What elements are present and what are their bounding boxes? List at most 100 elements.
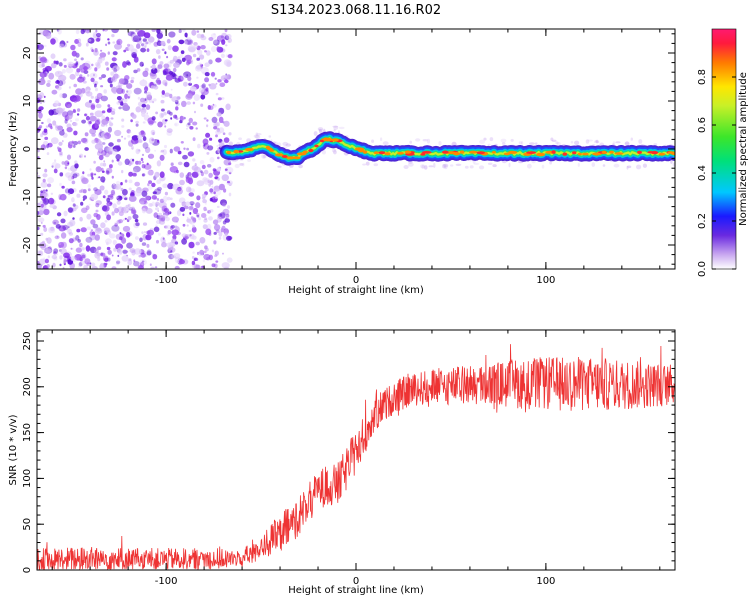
noise-speckle [215,92,219,96]
noise-speckle [129,248,136,254]
noise-speckle [204,245,208,250]
noise-speckle [94,119,100,126]
noise-speckle [190,188,195,193]
noise-speckle [122,249,128,254]
noise-speckle [199,237,206,244]
noise-speckle [199,249,205,255]
noise-speckle [218,183,225,191]
noise-speckle [192,53,197,58]
noise-speckle [113,247,117,252]
noise-speckle [53,248,59,254]
faint-speckle [263,154,267,159]
noise-speckle [207,145,214,151]
noise-speckle [213,224,221,231]
noise-speckle [174,123,178,126]
faint-speckle [469,165,474,169]
noise-speckle [98,176,101,179]
noise-speckle [193,94,200,101]
noise-speckle [156,40,163,46]
noise-speckle [151,64,156,70]
noise-speckle [117,247,123,254]
noise-speckle [89,168,92,171]
noise-speckle [63,210,68,217]
noise-speckle [179,179,185,186]
spectrogram-y-tick-label: 0 [22,146,33,152]
noise-speckle [162,183,168,189]
noise-speckle [90,77,95,83]
noise-speckle [80,227,87,233]
noise-speckle [133,248,142,255]
noise-speckle [131,206,135,210]
noise-speckle [184,54,193,62]
noise-speckle [155,201,160,206]
noise-speckle [49,204,54,208]
noise-speckle [131,147,134,150]
noise-speckle [74,160,78,165]
noise-speckle [67,175,73,182]
noise-speckle [224,168,228,171]
faint-speckle [521,141,524,145]
faint-speckle [479,139,485,144]
figure-title: S134.2023.068.11.16.R02 [271,3,441,18]
noise-speckle [111,224,120,232]
noise-speckle [94,234,101,241]
noise-speckle [215,260,219,263]
noise-speckle [84,147,89,151]
noise-speckle [205,132,211,138]
noise-speckle [200,45,206,50]
faint-speckle [428,165,434,168]
noise-speckle [72,217,75,220]
noise-speckle [196,45,201,51]
noise-speckle [187,151,195,157]
noise-speckle [40,203,44,208]
noise-speckle [143,163,152,170]
noise-speckle [188,172,192,176]
noise-speckle [117,161,123,166]
noise-speckle [138,254,142,258]
noise-speckle [154,188,162,195]
ridge-peak [650,151,659,155]
noise-speckle [135,120,139,124]
noise-speckle [77,239,81,243]
noise-speckle [46,244,49,247]
spectrogram-y-tick-label: -20 [22,237,33,253]
faint-speckle [549,160,552,165]
noise-speckle [61,69,66,74]
noise-speckle [57,29,62,35]
noise-speckle [91,49,94,53]
noise-speckle [37,260,40,265]
noise-speckle [195,127,198,130]
noise-speckle [187,177,194,185]
noise-speckle [90,262,96,267]
noise-speckle [216,46,220,51]
noise-speckle [66,154,72,160]
ridge-peak [452,152,461,156]
noise-speckle [211,46,217,53]
noise-speckle [104,220,108,223]
noise-speckle [45,125,49,128]
noise-speckle [38,210,44,216]
noise-speckle [176,75,179,79]
noise-speckle [197,143,201,149]
faint-speckle [407,162,414,167]
noise-speckle [179,53,184,59]
noise-speckle [149,203,153,207]
ridge-peak [357,148,365,153]
faint-speckle [382,141,389,146]
noise-speckle [77,76,85,83]
noise-speckle [203,169,209,175]
noise-speckle [182,213,185,217]
noise-speckle [228,132,232,136]
noise-speckle [93,212,99,218]
ridge-peak [226,150,232,155]
colorbar: 0.0 0.2 0.4 0.6 0.8 Normalized spectral ampl… [697,28,749,277]
noise-speckle [57,80,64,87]
noise-speckle [181,57,186,62]
faint-speckle [438,141,442,146]
faint-speckle [319,128,322,134]
noise-speckle [91,124,98,130]
noise-speckle [135,123,139,127]
noise-speckle [46,264,50,268]
noise-speckle [162,239,166,243]
noise-speckle [187,45,197,52]
